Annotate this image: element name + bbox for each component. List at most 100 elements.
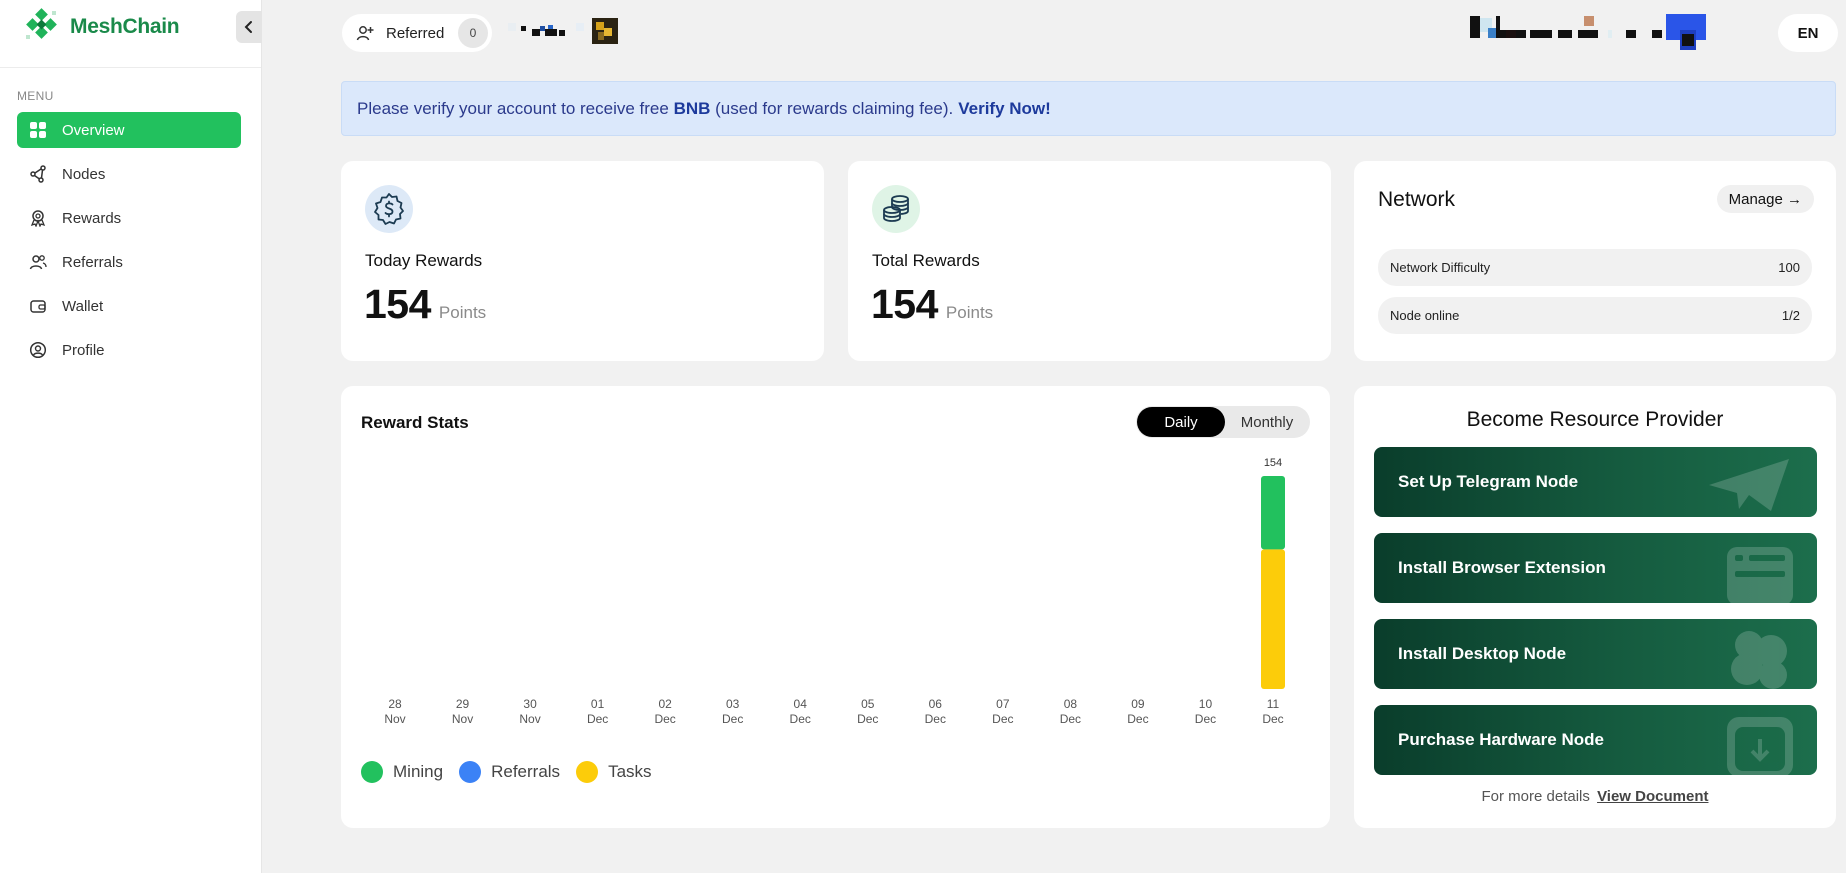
x-tick-month: Dec: [654, 712, 675, 726]
x-tick-day: 28: [388, 697, 402, 711]
x-tick-month: Nov: [384, 712, 405, 726]
redacted-user-image: [508, 18, 618, 44]
x-tick-day: 11: [1267, 697, 1280, 711]
sidebar-item-wallet[interactable]: Wallet: [17, 288, 241, 324]
network-row-value: 100: [1778, 260, 1800, 275]
legend-item-tasks: Tasks: [576, 761, 652, 783]
rp-button-label: Install Desktop Node: [1398, 644, 1567, 663]
telegram-icon: [1709, 459, 1789, 511]
wallet-icon: [30, 300, 46, 313]
desktop-icon: [1731, 631, 1787, 689]
rewards-icon: [30, 210, 46, 227]
referred-label: Referred: [386, 24, 445, 42]
x-tick-month: Dec: [992, 712, 1013, 726]
x-tick-month: Dec: [1262, 712, 1283, 726]
x-tick-month: Dec: [925, 712, 946, 726]
x-tick-month: Dec: [1127, 712, 1148, 726]
x-tick-day: 29: [456, 697, 470, 711]
x-tick-day: 02: [658, 697, 672, 711]
x-tick-day: 03: [726, 697, 740, 711]
x-tick-month: Nov: [519, 712, 540, 726]
sidebar-item-label: Rewards: [62, 209, 122, 227]
x-tick-month: Nov: [452, 712, 473, 726]
x-tick-day: 01: [591, 697, 605, 711]
network-card: Network Manage → Network Difficulty 100 …: [1354, 161, 1836, 361]
network-row-label: Network Difficulty: [1390, 260, 1491, 275]
x-tick-day: 09: [1131, 697, 1145, 711]
rp-footer-text: For more details: [1481, 788, 1590, 805]
sidebar: MeshChain MENU Overview Nodes Rewards Re…: [0, 0, 262, 873]
menu-label: MENU: [17, 89, 54, 103]
manage-button[interactable]: Manage →: [1716, 185, 1814, 213]
daily-toggle-button[interactable]: Daily: [1137, 407, 1225, 437]
network-difficulty-row: Network Difficulty 100: [1378, 249, 1812, 286]
language-selector[interactable]: EN: [1778, 14, 1838, 52]
total-rewards-unit: Points: [945, 303, 994, 322]
x-tick-month: Dec: [790, 712, 811, 726]
sidebar-item-rewards[interactable]: Rewards: [17, 200, 241, 236]
chart-legend: Mining Referrals Tasks: [361, 761, 652, 783]
monthly-toggle-button[interactable]: Monthly: [1240, 413, 1294, 431]
x-tick-day: 08: [1064, 697, 1078, 711]
nodes-icon: [30, 165, 46, 183]
coins-stack-icon: [872, 185, 920, 233]
sidebar-collapse-button[interactable]: [236, 11, 262, 43]
legend-dot: [361, 761, 383, 783]
sidebar-item-profile[interactable]: Profile: [17, 332, 241, 368]
x-tick-day: 07: [996, 697, 1010, 711]
referred-button[interactable]: Referred 0: [342, 14, 492, 52]
legend-label: Referrals: [491, 762, 561, 781]
rp-button-label: Set Up Telegram Node: [1398, 472, 1579, 491]
verify-banner: Please verify your account to receive fr…: [341, 81, 1836, 136]
add-user-icon: [356, 26, 374, 41]
verify-now-link[interactable]: Verify Now!: [958, 98, 1051, 118]
install-browser-extension-button[interactable]: Install Browser Extension: [1374, 533, 1817, 603]
reward-stats-card: Reward Stats Daily Monthly 28 Nov 29 Nov 30 N…: [341, 386, 1330, 828]
browser-icon: [1727, 547, 1793, 603]
bar-mining: [1261, 476, 1285, 550]
x-tick-day: 10: [1199, 697, 1213, 711]
x-tick-month: Dec: [857, 712, 878, 726]
rp-button-label: Purchase Hardware Node: [1398, 730, 1604, 749]
legend-label: Tasks: [608, 762, 652, 781]
sidebar-divider: [0, 67, 261, 68]
sidebar-item-label: Profile: [62, 341, 105, 359]
bar-tasks: [1261, 549, 1285, 689]
today-rewards-card: Today Rewards 154 Points: [341, 161, 824, 361]
dollar-coin-icon: [365, 185, 413, 233]
sidebar-item-referrals[interactable]: Referrals: [17, 244, 241, 280]
sidebar-item-nodes[interactable]: Nodes: [17, 156, 241, 192]
legend-label: Mining: [393, 762, 444, 781]
node-online-row: Node online 1/2: [1378, 297, 1812, 334]
x-tick-month: Dec: [1060, 712, 1081, 726]
chevron-left-icon: [244, 21, 252, 33]
today-rewards-number: 154: [364, 281, 431, 327]
today-rewards-value: 154 Points: [364, 281, 486, 328]
view-document-link[interactable]: View Document: [1597, 788, 1709, 805]
total-rewards-value: 154 Points: [871, 281, 993, 328]
purchase-hardware-node-button[interactable]: Purchase Hardware Node: [1374, 705, 1817, 775]
x-tick-day: 05: [861, 697, 875, 711]
period-toggle: Daily Monthly: [1136, 406, 1310, 438]
profile-icon: [29, 341, 47, 359]
x-tick-month: Dec: [587, 712, 608, 726]
rp-button-label: Install Browser Extension: [1398, 558, 1606, 577]
x-tick-day: 04: [794, 697, 808, 711]
brand-logo[interactable]: MeshChain: [22, 8, 180, 46]
total-rewards-label: Total Rewards: [872, 251, 980, 270]
sidebar-item-label: Overview: [62, 121, 125, 139]
legend-item-mining: Mining: [361, 761, 443, 783]
x-tick-month: Dec: [1195, 712, 1216, 726]
sidebar-item-overview[interactable]: Overview: [17, 112, 241, 148]
x-tick-day: 06: [929, 697, 943, 711]
today-rewards-unit: Points: [438, 303, 487, 322]
network-title: Network: [1378, 188, 1456, 211]
reward-stats-title: Reward Stats: [361, 413, 469, 432]
network-row-value: 1/2: [1781, 308, 1800, 323]
setup-telegram-node-button[interactable]: Set Up Telegram Node: [1374, 447, 1817, 517]
total-rewards-card: Total Rewards 154 Points: [848, 161, 1331, 361]
x-tick-day: 30: [523, 697, 537, 711]
today-rewards-label: Today Rewards: [365, 251, 483, 270]
install-desktop-node-button[interactable]: Install Desktop Node: [1374, 619, 1817, 689]
brand-name: MeshChain: [70, 15, 180, 38]
